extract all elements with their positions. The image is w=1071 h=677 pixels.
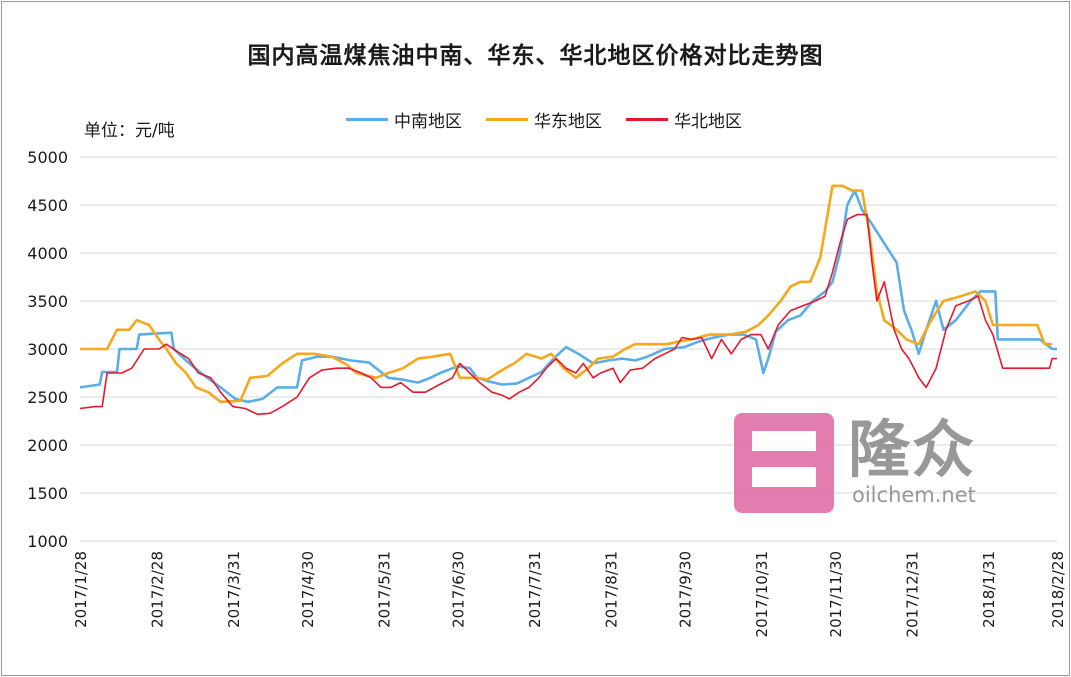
x-tick-label: 2017/9/30 xyxy=(676,551,694,628)
y-tick-label: 2500 xyxy=(27,388,68,407)
y-tick-label: 2000 xyxy=(27,436,68,455)
x-tick-label: 2017/11/30 xyxy=(827,551,845,637)
x-tick-label: 2017/3/31 xyxy=(225,551,243,628)
y-tick-label: 3500 xyxy=(27,292,68,311)
y-tick-label: 3000 xyxy=(27,340,68,359)
legend-item-north: 华北地区 xyxy=(626,107,742,132)
x-tick-label: 2017/2/28 xyxy=(148,551,166,628)
legend-label-north: 华北地区 xyxy=(674,111,742,132)
y-tick-label: 1000 xyxy=(27,532,68,551)
legend-swatch-central-south xyxy=(346,117,388,121)
series-line-central-south xyxy=(79,189,1057,404)
series-line-north xyxy=(79,213,1057,416)
x-tick-label: 2018/1/31 xyxy=(980,551,998,628)
x-tick-label: 2017/12/31 xyxy=(903,551,921,637)
x-tick-label: 2017/10/31 xyxy=(753,551,771,637)
series-line-east xyxy=(80,184,1053,404)
x-tick-label: 2017/8/31 xyxy=(602,551,620,628)
legend-swatch-north xyxy=(626,117,668,121)
legend-swatch-east xyxy=(486,117,528,121)
legend-item-east: 华东地区 xyxy=(486,107,602,132)
legend-label-east: 华东地区 xyxy=(534,111,602,132)
x-tick-label: 2017/1/28 xyxy=(72,551,90,628)
x-tick-label: 2017/5/31 xyxy=(375,551,393,628)
x-tick-label: 2018/2/28 xyxy=(1049,551,1067,628)
x-tick-label: 2017/7/31 xyxy=(526,551,544,628)
legend-item-central-south: 中南地区 xyxy=(346,107,462,132)
y-tick-label: 4500 xyxy=(27,196,68,215)
y-tick-label: 5000 xyxy=(27,148,68,167)
y-tick-label: 1500 xyxy=(27,484,68,503)
unit-label: 单位：元/吨 xyxy=(84,121,175,141)
chart-title: 国内高温煤焦油中南、华东、华北地区价格对比走势图 xyxy=(247,43,824,69)
x-tick-label: 2017/6/30 xyxy=(449,551,467,628)
x-tick-label: 2017/4/30 xyxy=(299,551,317,628)
legend-label-central-south: 中南地区 xyxy=(394,111,462,132)
legend: 中南地区 华东地区 华北地区 xyxy=(346,107,742,132)
y-tick-label: 4000 xyxy=(27,244,68,263)
